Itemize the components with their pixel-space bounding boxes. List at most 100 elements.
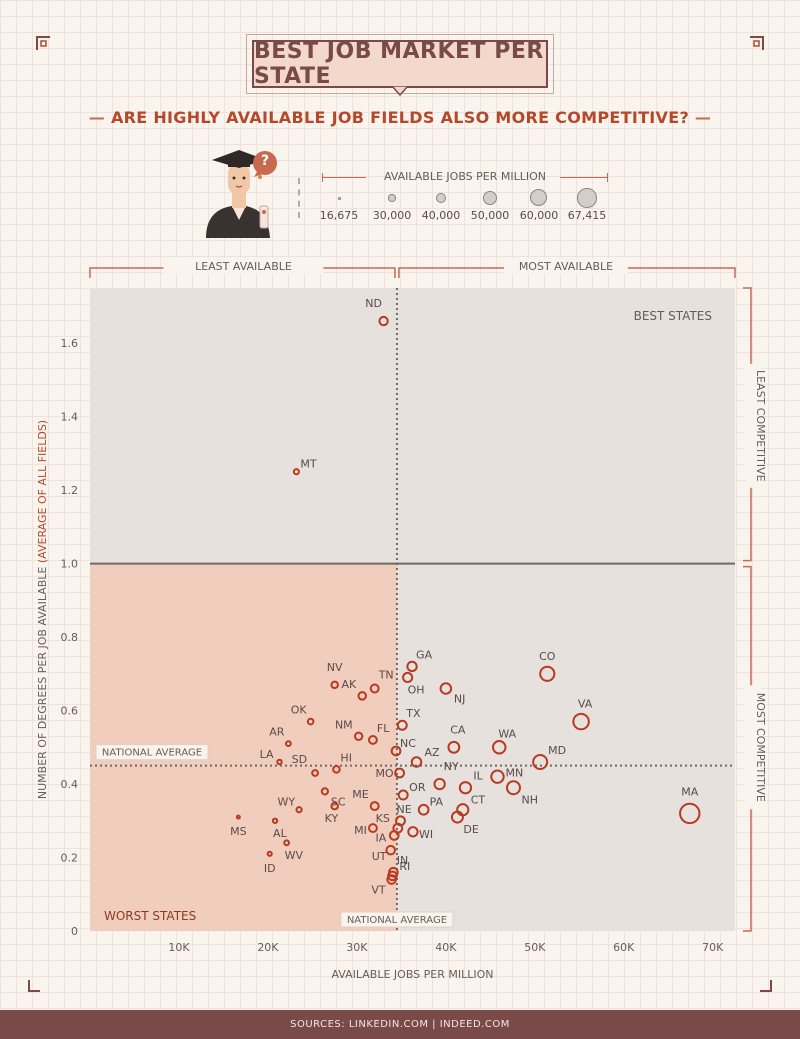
data-point-mt [292,468,300,476]
label-backing [163,258,324,274]
footer: SOURCES: LINKEDIN.COM | INDEED.COM [0,1010,800,1039]
data-label-id: ID [264,862,276,875]
question-bubble-icon [253,151,277,177]
worst-states-label: WORST STATES [104,909,196,923]
data-point-fl [367,734,378,745]
legend-circle [577,188,597,208]
data-point-nc [390,745,402,757]
y-axis-title: NUMBER OF DEGREES PER JOB AVAILABLE (AVE… [36,420,49,799]
y-tick-label: 0 [71,925,78,938]
data-label-nm: NM [335,718,353,731]
data-label-ks: KS [376,812,390,825]
data-label-wv: WV [285,849,304,862]
data-point-nv [330,680,339,690]
data-label-me: ME [352,788,368,801]
title-box: BEST JOB MARKET PER STATE [252,39,548,89]
page-subtitle: — ARE HIGHLY AVAILABLE JOB FIELDS ALSO M… [88,108,712,127]
data-point-ak [357,691,367,701]
legend-circle [337,196,341,200]
data-point-ny [433,777,446,791]
data-point-wi [407,826,419,838]
legend-tick [607,173,608,182]
data-label-ak: AK [341,678,357,691]
data-point-de [450,810,464,824]
label-backing [745,363,761,488]
data-label-nh: NH [521,794,538,807]
data-point-ga [406,660,418,673]
data-label-ia: IA [375,831,386,844]
data-label-nd: ND [365,297,382,310]
data-label-tx: TX [405,707,421,720]
data-point-ok [306,717,315,726]
data-label-ne: NE [396,803,411,816]
data-label-wi: WI [419,828,433,841]
data-label-mt: MT [300,458,316,471]
data-label-al: AL [273,827,288,840]
data-label-mn: MN [505,767,523,780]
x-tick-label: 40K [435,941,457,954]
data-point-wv [283,839,290,847]
scatter-chart: 0 0.2 0.4 0.6 0.8 1.0 1.2 1.4 1.6 10K 20K 30K 40K 50K… [36,258,767,981]
data-label-mo: MO [375,767,393,780]
y-axis-title-main: NUMBER OF DEGREES PER JOB AVAILABLE [36,563,49,799]
data-label-ar: AR [269,726,285,739]
data-point-me [369,801,380,812]
x-tick-label: 60K [613,941,635,954]
data-point-ca [447,740,461,754]
data-label-vt: VT [371,884,386,897]
sources-text: SOURCES: LINKEDIN.COM | INDEED.COM [290,1019,510,1030]
data-point-tn [369,683,380,694]
data-label-hi: HI [340,751,352,764]
label-backing [503,258,628,274]
legend-line-right [560,177,608,178]
data-point-ma [679,802,701,825]
data-label-fl: FL [377,722,390,735]
legend-value-label: 60,000 [519,209,559,222]
data-label-ok: OK [291,704,308,717]
corner-bracket [750,36,764,50]
data-point-va [572,712,590,731]
national-average-y-label: NATIONAL AVERAGE [102,748,202,759]
data-label-ca: CA [450,723,466,736]
data-label-nc: NC [400,737,416,750]
best-states-label: BEST STATES [634,309,712,323]
data-point-id [266,850,273,857]
y-tick-label: 1.4 [61,411,79,424]
page-title: BEST JOB MARKET PER STATE [254,39,544,89]
data-label-nv: NV [327,661,343,674]
data-point-hi [332,765,341,774]
title-pointer-icon [392,86,408,96]
data-point-pa [417,803,430,816]
data-point-ar [284,740,292,748]
data-label-ga: GA [416,648,433,661]
data-point-il [458,781,473,795]
legend-circle [435,192,447,204]
corner-bracket [28,980,40,992]
data-point-wy [295,806,303,814]
x-axis-title: AVAILABLE JOBS PER MILLION [331,968,493,981]
data-label-tn: TN [378,668,394,681]
data-point-nj [439,682,453,695]
data-point-la [276,758,283,766]
data-label-co: CO [539,650,556,663]
label-backing [745,685,761,810]
data-label-ky: KY [325,812,339,825]
y-axis-title-suffix: (AVERAGE OF ALL FIELDS) [36,420,49,563]
question-mark: ? [260,153,270,169]
legend-circle [388,194,396,202]
y-tick-label: 0.2 [61,852,79,865]
most-available-label: MOST AVAILABLE [519,260,613,273]
data-point-az [410,756,423,768]
data-point-ms [235,814,241,820]
legend-value-label: 50,000 [470,209,510,222]
data-label-ms: MS [230,825,246,838]
legend-circle [483,191,497,205]
corner-bracket [760,980,772,992]
data-label-md: MD [548,744,566,757]
least-available-label: LEAST AVAILABLE [195,260,292,273]
legend-value-label: 30,000 [372,209,412,222]
y-tick-label: 0.6 [61,705,79,718]
data-point-in [385,844,396,856]
data-label-wy: WY [277,796,295,809]
data-point-al [271,817,279,824]
